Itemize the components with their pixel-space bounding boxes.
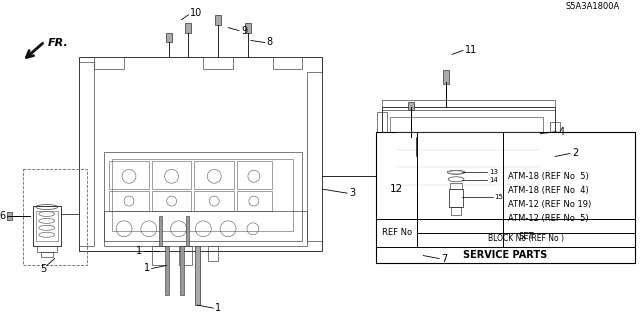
Bar (273, 57, 303, 69)
Bar (195, 161, 234, 189)
Bar (208, 246, 218, 261)
Bar (41, 252, 52, 256)
Bar (152, 161, 191, 189)
Text: REF No: REF No (381, 228, 412, 237)
Text: SERVICE PARTS: SERVICE PARTS (463, 249, 548, 260)
Text: 2: 2 (572, 148, 579, 159)
Bar (152, 246, 166, 265)
Text: FR.: FR. (48, 39, 68, 48)
Bar (408, 102, 415, 110)
Bar (79, 62, 94, 246)
Bar (443, 70, 449, 84)
Text: 12: 12 (390, 184, 403, 194)
Bar (186, 216, 189, 246)
Bar (307, 72, 323, 241)
Text: 13: 13 (489, 169, 498, 175)
Bar (166, 33, 172, 42)
Bar (164, 246, 169, 295)
Text: 5: 5 (40, 264, 47, 274)
Bar (104, 152, 303, 241)
Text: 7: 7 (441, 254, 447, 263)
Text: 1: 1 (136, 246, 142, 256)
Bar (237, 191, 272, 211)
Bar (451, 207, 461, 215)
Bar (112, 160, 292, 231)
Text: BLOCK No (REF No ): BLOCK No (REF No ) (488, 234, 564, 243)
Bar (381, 100, 555, 110)
Text: 1: 1 (215, 303, 221, 313)
Text: ATM-12 (REF No  5): ATM-12 (REF No 5) (508, 214, 588, 223)
Bar (94, 57, 124, 69)
Bar (109, 161, 149, 189)
Bar (215, 15, 221, 25)
Bar (186, 23, 191, 33)
Text: 1: 1 (144, 263, 150, 273)
Bar (104, 211, 307, 246)
Bar (180, 246, 184, 295)
Text: 10: 10 (191, 8, 203, 18)
Text: 6: 6 (0, 211, 5, 221)
Text: ATM-12 (REF No 19): ATM-12 (REF No 19) (508, 200, 591, 209)
Text: SET: SET (518, 232, 534, 241)
Bar (381, 107, 555, 236)
Bar (152, 191, 191, 211)
Text: 4: 4 (558, 127, 564, 137)
Bar (195, 191, 234, 211)
Text: 11: 11 (465, 45, 477, 56)
Text: ATM-18 (REF No  5): ATM-18 (REF No 5) (508, 172, 588, 181)
Text: 3: 3 (349, 188, 355, 198)
Bar (195, 246, 200, 305)
Bar (109, 191, 149, 211)
Bar (377, 112, 387, 137)
Bar (450, 183, 462, 189)
Bar (237, 161, 272, 189)
Text: 14: 14 (489, 177, 498, 183)
Text: S5A3A1800A: S5A3A1800A (565, 2, 620, 11)
Bar (449, 189, 463, 207)
Bar (245, 23, 251, 33)
Bar (390, 117, 543, 221)
Text: 8: 8 (267, 38, 273, 48)
Bar (79, 57, 323, 251)
Bar (204, 57, 233, 69)
Bar (159, 216, 162, 246)
Bar (376, 132, 636, 263)
Bar (550, 122, 560, 152)
Bar (37, 246, 57, 252)
Bar (179, 246, 193, 265)
Bar (36, 211, 58, 241)
Text: 15: 15 (495, 194, 504, 200)
Bar (7, 212, 12, 220)
Text: ATM-18 (REF No  4): ATM-18 (REF No 4) (508, 186, 588, 195)
Text: 9: 9 (241, 26, 247, 36)
Bar (33, 206, 61, 246)
